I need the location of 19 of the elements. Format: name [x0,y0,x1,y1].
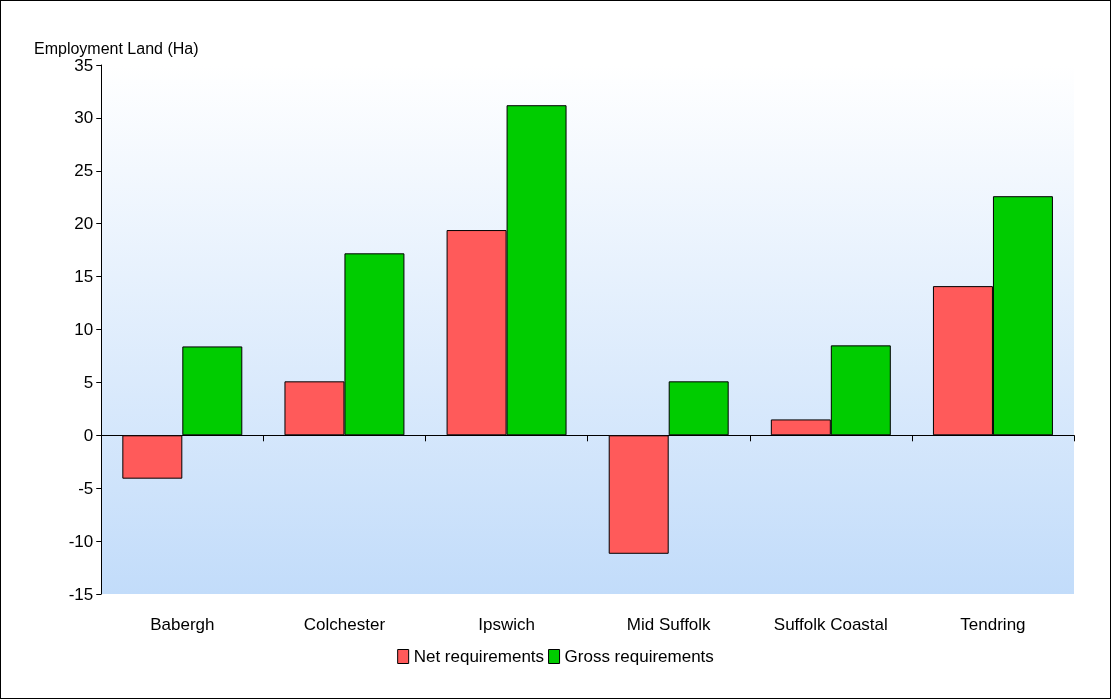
x-tick-label: Colchester [303,615,386,634]
y-tick-label: 30 [74,108,94,128]
y-tick-label: -10 [68,531,94,551]
y-tick-label: 10 [74,320,94,339]
y-tick-label: 15 [74,267,94,287]
legend-label: Gross requirements [564,647,714,666]
y-tick-label: 0 [83,425,94,445]
y-tick-label: 20 [74,214,94,234]
y-axis-title: Employment Land (Ha) [34,40,199,58]
y-tick-label: 5 [83,372,94,392]
x-tick-label: Ipswich [478,615,535,634]
x-tick-label: Babergh [150,615,215,634]
y-tick-label: -15 [68,584,94,604]
y-tick-label: 25 [74,161,94,181]
x-tick-label: Tendring [960,615,1026,634]
legend-label: Net requirements [413,647,545,666]
y-tick-label: -5 [78,478,94,498]
x-tick-label: Suffolk Coastal [773,615,888,634]
x-tick-label: Mid Suffolk [626,615,712,634]
